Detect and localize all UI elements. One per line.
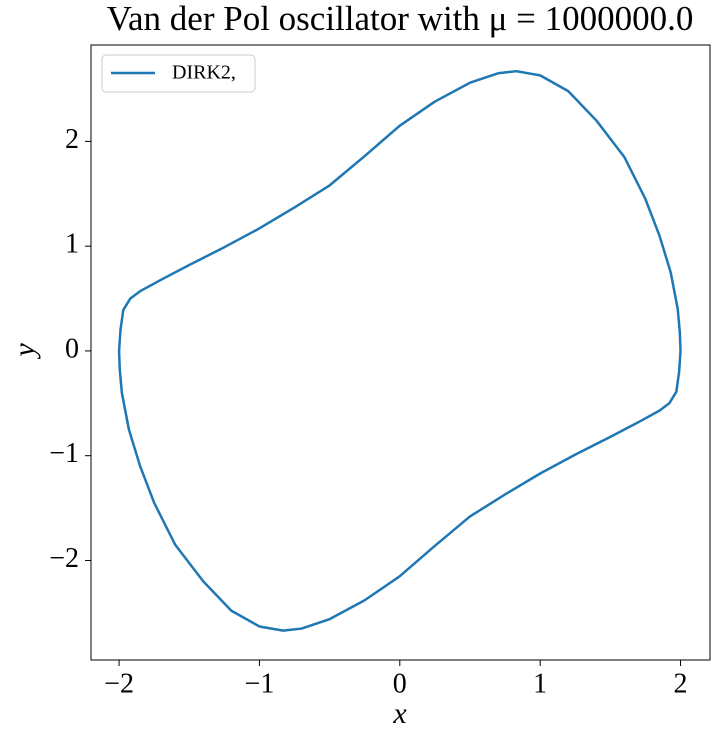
x-tick-label: 2 [674, 668, 688, 699]
legend-box [101, 54, 256, 93]
y-tick-label: −1 [49, 438, 79, 469]
y-tick-label: −2 [49, 543, 79, 574]
series-line [117, 69, 682, 632]
x-tick-label: −2 [104, 668, 134, 699]
y-axis-label: y [8, 343, 41, 360]
x-tick-label: −1 [245, 668, 275, 699]
x-axis-label: x [392, 697, 407, 730]
chart-title: Van der Pol oscillator with μ = 1000000.… [107, 0, 694, 38]
legend-label: DIRK2, [172, 62, 236, 84]
x-tick-label: 0 [393, 668, 407, 699]
y-tick-label: 1 [65, 229, 79, 260]
x-tick-label: 1 [533, 668, 547, 699]
y-tick-label: 2 [65, 124, 79, 155]
y-tick-label: 0 [65, 333, 79, 364]
plot-frame [90, 44, 711, 661]
